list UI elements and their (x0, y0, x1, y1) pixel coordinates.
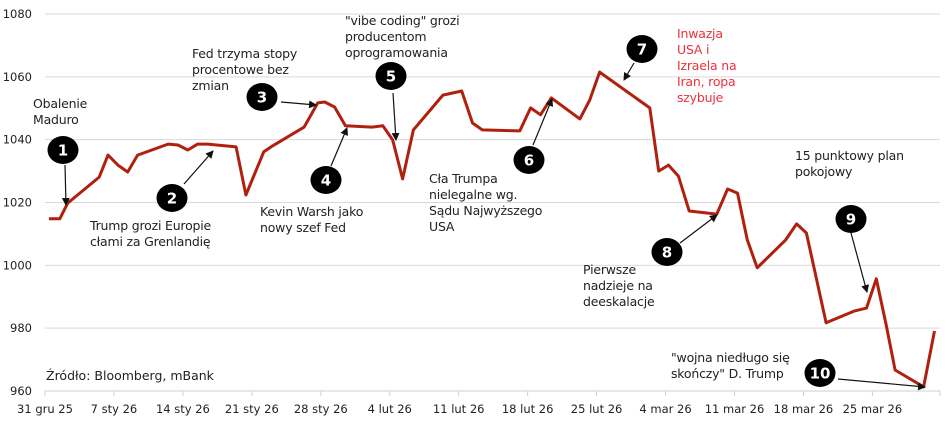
y-tick-label: 1040 (3, 133, 32, 147)
y-tick-label: 960 (10, 384, 32, 398)
marker-circle (651, 238, 683, 266)
x-tick-label: 18 mar 26 (774, 402, 834, 416)
annotation-arrow (837, 378, 926, 391)
annotation-arrow (532, 98, 554, 146)
annotation-text-2: Trump grozi Europie cłami za Grenlandię (90, 218, 212, 249)
x-tick-label: 28 sty 26 (294, 402, 348, 416)
marker-number: 7 (637, 41, 647, 59)
x-tick-label: 21 sty 26 (225, 402, 279, 416)
annotation-text-9: 15 punktowy plan pokojowy (795, 148, 904, 179)
annotation-marker-1: 1 (47, 136, 79, 164)
annotation-marker-9: 9 (835, 205, 867, 233)
annotation-text-7: Inwazja USA i Izraela na Iran, ropa szyb… (677, 26, 737, 105)
annotation-text-6: Cła Trumpa nielegalne wg. Sądu Najwyższe… (429, 171, 543, 234)
marker-number: 4 (321, 172, 331, 190)
annotation-marker-3: 3 (246, 83, 278, 111)
y-tick-label: 980 (10, 321, 32, 335)
marker-circle (513, 146, 545, 174)
marker-number: 6 (524, 152, 534, 170)
annotation-arrow (183, 150, 214, 185)
annotation-text-5: "vibe coding" grozi producentom oprogram… (345, 13, 460, 60)
y-tick-label: 1000 (3, 258, 32, 272)
x-tick-label: 25 lut 26 (571, 402, 623, 416)
x-tick-label: 4 lut 26 (368, 402, 412, 416)
marker-number: 2 (167, 190, 177, 208)
y-tick-label: 1060 (3, 70, 32, 84)
source-note: Źródło: Bloomberg, mBank (46, 368, 214, 383)
annotation-marker-7: 7 (626, 35, 658, 63)
marker-number: 8 (662, 244, 672, 262)
marker-circle (835, 205, 867, 233)
series-line (48, 70, 936, 389)
marker-circle (804, 359, 836, 387)
marker-circle (375, 62, 407, 90)
annotation-marker-10: 10 (804, 359, 836, 387)
marker-number: 5 (386, 68, 396, 86)
marker-circle (156, 184, 188, 212)
x-tick-label: 25 mar 26 (843, 402, 903, 416)
annotation-text-8: Pierwsze nadzieje na deeskalacje (583, 262, 655, 309)
x-tick-label: 7 sty 26 (91, 402, 138, 416)
x-tick-label: 31 gru 25 (17, 402, 73, 416)
y-tick-label: 1080 (3, 7, 32, 21)
x-tick-label: 18 lut 26 (502, 402, 554, 416)
marker-number: 9 (846, 211, 856, 229)
annotation-marker-2: 2 (156, 184, 188, 212)
annotation-arrow (280, 100, 317, 109)
marker-number: 1 (58, 142, 68, 160)
marker-number: 3 (257, 89, 267, 107)
marker-circle (47, 136, 79, 164)
y-tick-label: 1020 (3, 196, 32, 210)
annotation-arrow (679, 214, 718, 244)
annotation-text-10: "wojna niedługo się skończy" D. Trump (671, 350, 790, 381)
marker-number: 10 (810, 365, 831, 383)
annotation-text-3: Fed trzyma stopy procentowe bez zmian (192, 46, 298, 93)
annotation-marker-8: 8 (651, 238, 683, 266)
marker-circle (246, 83, 278, 111)
x-tick-label: 11 lut 26 (433, 402, 485, 416)
annotation-text-4: Kevin Warsh jako nowy szef Fed (260, 204, 364, 235)
annotation-text-1: Obalenie Maduro (33, 96, 88, 127)
annotation-arrow (850, 232, 870, 293)
x-tick-label: 14 sty 26 (156, 402, 210, 416)
x-tick-label: 4 mar 26 (639, 402, 691, 416)
annotation-arrow (61, 164, 70, 206)
annotation-arrow (623, 62, 635, 81)
marker-circle (310, 166, 342, 194)
annotation-marker-5: 5 (375, 62, 407, 90)
annotation-arrow (330, 127, 348, 167)
marker-circle (626, 35, 658, 63)
annotation-arrow (391, 92, 400, 141)
annotation-marker-4: 4 (310, 166, 342, 194)
x-tick-label: 11 mar 26 (705, 402, 765, 416)
annotation-marker-6: 6 (513, 146, 545, 174)
